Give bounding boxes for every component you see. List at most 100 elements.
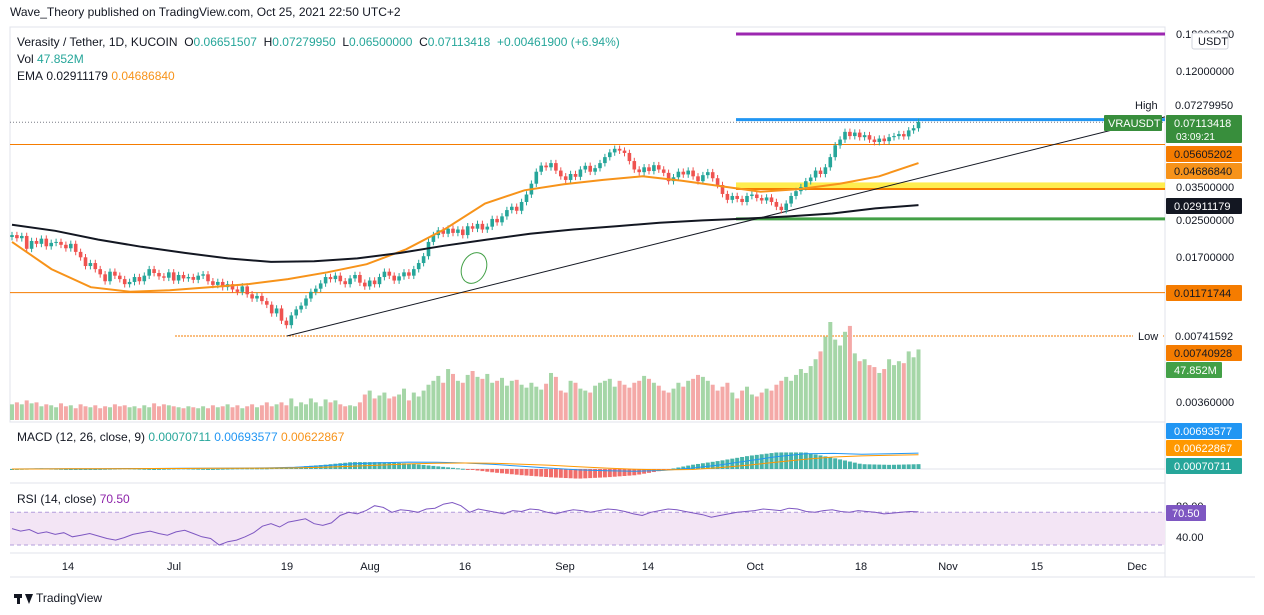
candle-body <box>245 286 249 295</box>
candle-body <box>892 136 896 138</box>
candle-body <box>240 286 245 292</box>
volume-bar <box>362 394 367 420</box>
volume-bar <box>661 390 666 420</box>
candle-body <box>24 235 29 249</box>
macd-histogram-bar <box>68 469 73 470</box>
macd-histogram-bar <box>612 469 617 477</box>
volume-bar <box>284 405 289 420</box>
macd-histogram-bar <box>206 468 210 470</box>
volume-bar <box>798 369 803 420</box>
candle-body <box>382 271 387 278</box>
candle-body <box>701 175 705 182</box>
volume-bar <box>578 388 583 420</box>
candle-body <box>725 193 730 200</box>
rsi-legend: RSI (14, close) 70.50 <box>17 492 130 506</box>
macd-orange-tag: 0.00622867 <box>1166 440 1242 456</box>
macd-histogram-bar <box>470 469 475 470</box>
trendline <box>286 116 1166 337</box>
volume-bar <box>769 390 774 420</box>
volume-bar <box>220 406 225 420</box>
volume-bar <box>402 388 406 420</box>
volume-bar <box>343 406 348 420</box>
macd-histogram-bar <box>225 468 230 470</box>
volume-bar <box>558 390 563 420</box>
candle-body <box>789 195 793 204</box>
volume-value: 47.852M <box>37 52 84 66</box>
candle-body <box>284 320 289 326</box>
candle-body <box>279 308 284 321</box>
candle-body <box>490 218 494 227</box>
volume-bar <box>122 405 127 420</box>
candle-body <box>485 226 490 230</box>
macd-histogram-bar <box>867 464 872 469</box>
volume-bar <box>39 406 44 420</box>
macd-histogram-bar <box>847 461 852 469</box>
volume-bar <box>779 380 784 420</box>
macd-histogram-bar <box>250 468 255 470</box>
candle-body <box>299 305 303 310</box>
macd-histogram-bar <box>509 469 514 475</box>
macd-histogram-bar <box>779 452 784 469</box>
volume-bar <box>838 345 843 420</box>
candle-body <box>755 194 759 199</box>
macd-histogram-bar <box>382 462 387 469</box>
usdt-currency-box[interactable]: USDT <box>1191 32 1229 50</box>
macd-histogram-bar <box>88 469 93 470</box>
candle-body <box>510 206 514 211</box>
macd-histogram-bar <box>798 452 803 469</box>
ema-black-line <box>11 204 919 263</box>
ema-orange-value: 0.04686840 <box>111 69 175 83</box>
candle-body <box>255 295 259 299</box>
candle-body <box>93 263 98 270</box>
macd-histogram-bar <box>602 469 607 478</box>
macd-histogram-bar <box>264 468 269 470</box>
volume-bar <box>563 392 568 420</box>
macd-histogram-bar <box>901 464 906 469</box>
macd-histogram-bar <box>451 467 455 469</box>
volume-bar <box>19 404 24 420</box>
volume-bar <box>142 405 147 420</box>
candle-body <box>720 184 725 194</box>
candle-body <box>514 206 519 211</box>
volume-bar <box>813 359 818 420</box>
volume-bar <box>598 382 602 420</box>
svg-text:0.02911179: 0.02911179 <box>1174 201 1230 213</box>
candle-body <box>127 281 132 285</box>
candle-body <box>578 169 583 177</box>
macd-histogram-bar <box>681 466 686 469</box>
candle-body <box>740 198 744 202</box>
volume-bar <box>93 405 98 420</box>
macd-histogram-bar <box>446 467 451 469</box>
volume-bar <box>416 396 421 420</box>
candle-body <box>534 171 539 184</box>
volume-bar <box>882 369 887 420</box>
macd-histogram-bar <box>911 464 916 469</box>
svg-text:0.07113418: 0.07113418 <box>1174 118 1231 130</box>
volume-tag: 47.852M <box>1166 362 1222 378</box>
volume-bar <box>612 386 617 420</box>
volume-bar <box>411 392 416 420</box>
candle-body <box>549 163 553 168</box>
volume-bar <box>323 399 328 420</box>
volume-bar <box>593 385 598 420</box>
candle-body <box>804 181 808 188</box>
volume-bar <box>441 382 446 420</box>
volume-bar <box>500 377 504 420</box>
candle-body <box>348 278 352 285</box>
volume-bar <box>696 374 700 420</box>
volume-bar <box>460 382 465 420</box>
candle-body <box>906 130 911 137</box>
volume-bar <box>269 406 274 420</box>
candle-body <box>397 276 401 281</box>
candle-body <box>642 167 646 173</box>
macd-histogram-bar <box>852 462 857 469</box>
macd-histogram-bar <box>201 468 206 470</box>
macd-signal-line <box>12 454 919 471</box>
macd-histogram-bar <box>63 468 68 470</box>
candle-body <box>593 168 597 172</box>
candle-body <box>735 195 739 199</box>
tradingview-footer[interactable]: TradingView <box>14 591 102 605</box>
time-axis-tick: Aug <box>360 561 380 573</box>
candle-body <box>343 281 347 285</box>
